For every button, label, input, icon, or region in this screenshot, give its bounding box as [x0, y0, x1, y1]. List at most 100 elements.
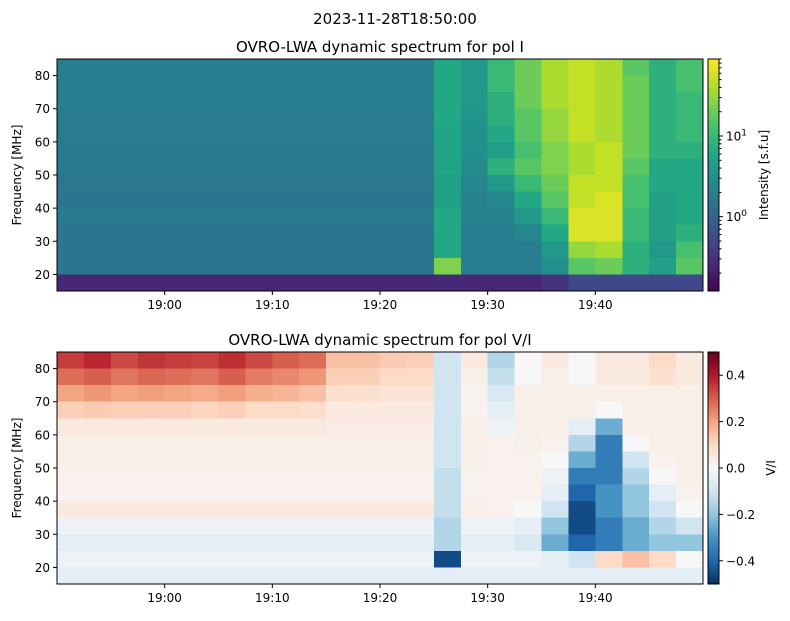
- colorbar-swatch: [708, 271, 719, 274]
- heatmap-cell: [353, 92, 381, 110]
- heatmap-cell: [272, 208, 300, 226]
- heatmap-cell: [110, 175, 139, 193]
- colorbar-swatch: [708, 253, 719, 256]
- heatmap-cell: [568, 550, 596, 569]
- heatmap-cell: [649, 59, 677, 77]
- heatmap-cell: [622, 141, 650, 160]
- heatmap-cell: [353, 241, 381, 259]
- heatmap-cell: [487, 92, 516, 110]
- heatmap-cell: [110, 385, 139, 403]
- heatmap-cell: [326, 241, 354, 259]
- heatmap-cell: [353, 158, 381, 176]
- heatmap-cell: [487, 274, 516, 292]
- heatmap-cell: [191, 274, 220, 292]
- colorbar-swatch: [708, 418, 719, 421]
- heatmap-cell: [460, 191, 489, 209]
- heatmap-cell: [514, 175, 543, 193]
- colorbar-swatch: [708, 143, 719, 146]
- colorbar-swatch: [708, 424, 719, 427]
- heatmap-cell: [541, 352, 570, 370]
- heatmap-cell: [137, 224, 166, 242]
- colorbar-tick-label: 101: [726, 129, 747, 144]
- heatmap-cell: [433, 125, 462, 143]
- heatmap-cell: [433, 108, 462, 126]
- heatmap-cell: [353, 484, 381, 502]
- heatmap-cell: [137, 418, 166, 436]
- heatmap-cell: [541, 241, 570, 259]
- heatmap-cell: [191, 191, 220, 209]
- heatmap-cell: [649, 434, 677, 453]
- heatmap-cell: [57, 401, 85, 419]
- heatmap-cell: [353, 418, 381, 436]
- colorbar: [708, 352, 719, 585]
- heatmap-cell: [57, 517, 85, 535]
- heatmap-cell: [272, 368, 300, 386]
- heatmap-cell: [137, 385, 166, 403]
- heatmap-cell: [245, 125, 273, 143]
- colorbar-swatch: [708, 159, 719, 162]
- heatmap-cell: [541, 191, 570, 209]
- heatmap-cell: [406, 241, 435, 259]
- heatmap-cell: [649, 567, 677, 585]
- colorbar-swatch: [708, 185, 719, 188]
- heatmap-cell: [568, 368, 596, 386]
- heatmap-cell: [514, 534, 543, 552]
- heatmap-cell: [460, 550, 489, 569]
- colorbar-swatch: [708, 85, 719, 88]
- heatmap-cell: [83, 75, 112, 93]
- heatmap-cell: [353, 108, 381, 126]
- heatmap-cell: [353, 59, 381, 77]
- heatmap-cell: [57, 141, 85, 160]
- heatmap-cell: [676, 534, 704, 552]
- heatmap-cell: [218, 241, 247, 259]
- colorbar-swatch: [708, 97, 719, 100]
- heatmap-cell: [514, 484, 543, 502]
- heatmap-cell: [676, 434, 704, 453]
- heatmap-cell: [487, 158, 516, 176]
- colorbar-swatch: [708, 223, 719, 226]
- heatmap-cell: [57, 484, 85, 502]
- colorbar-swatch: [708, 227, 719, 230]
- heatmap-cell: [57, 352, 85, 370]
- heatmap-cell: [568, 274, 596, 292]
- heatmap-cell: [245, 418, 273, 436]
- heatmap-cell: [595, 418, 623, 436]
- heatmap-cell: [326, 550, 354, 569]
- heatmap-cell: [164, 75, 193, 93]
- colorbar-swatch: [708, 488, 719, 491]
- heatmap-cell: [272, 468, 300, 486]
- heatmap-cell: [272, 401, 300, 419]
- heatmap-cell: [353, 224, 381, 242]
- heatmap-cell: [487, 451, 516, 469]
- colorbar-swatch: [708, 229, 719, 232]
- colorbar-tick-label: 100: [726, 209, 747, 224]
- heatmap-cell: [272, 175, 300, 193]
- colorbar-swatch: [708, 386, 719, 389]
- heatmap-cell: [272, 567, 300, 585]
- colorbar-swatch: [708, 472, 719, 475]
- y-tick-label: 40: [35, 202, 50, 216]
- heatmap-cell: [595, 484, 623, 502]
- heatmap-cell: [487, 257, 516, 276]
- heatmap-cell: [568, 434, 596, 453]
- heatmap-cell: [433, 141, 462, 160]
- heatmap-cell: [218, 191, 247, 209]
- heatmap-cell: [218, 550, 247, 569]
- colorbar-tick-label: −0.4: [726, 554, 755, 568]
- heatmap-cell: [568, 451, 596, 469]
- heatmap-cell: [433, 224, 462, 242]
- heatmap-cell: [353, 352, 381, 370]
- heatmap-cell: [218, 501, 247, 519]
- colorbar-swatch: [708, 105, 719, 108]
- heatmap-cell: [406, 567, 435, 585]
- colorbar-swatch: [708, 63, 719, 66]
- heatmap-cell: [164, 191, 193, 209]
- heatmap-cell: [380, 59, 408, 77]
- heatmap-cell: [649, 141, 677, 160]
- heatmap-cell: [83, 241, 112, 259]
- heatmap-cell: [406, 468, 435, 486]
- heatmap-cell: [595, 241, 623, 259]
- heatmap-cell: [541, 451, 570, 469]
- heatmap-cell: [676, 108, 704, 126]
- heatmap-cell: [299, 125, 327, 143]
